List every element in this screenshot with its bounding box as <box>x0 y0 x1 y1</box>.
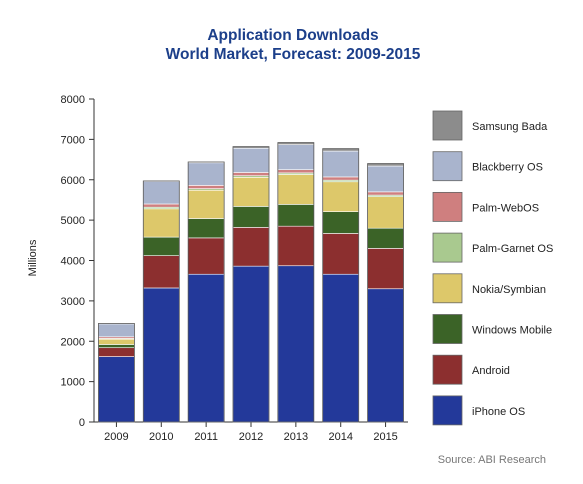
y-tick-label: 2000 <box>61 336 85 348</box>
bar-segment-palm-webos <box>277 169 315 174</box>
legend-label: Palm-WebOS <box>472 202 539 214</box>
x-tick-label: 2011 <box>194 431 218 443</box>
x-tick-label: 2010 <box>149 431 173 443</box>
bar-segment-nokia-symbian <box>367 196 404 229</box>
bar-segment-windows-mobile <box>98 344 135 349</box>
legend-swatch <box>432 354 463 385</box>
bar-outline <box>232 146 270 423</box>
bar-segment-iphone-os <box>367 288 404 423</box>
bar-segment-palm-webos <box>367 191 404 196</box>
x-tick-label: 2012 <box>239 431 263 443</box>
bar-outline <box>322 148 360 423</box>
bar-outline <box>142 180 180 423</box>
y-tick-label: 6000 <box>61 175 85 187</box>
bar-segment-windows-mobile <box>322 211 360 234</box>
bar-segment-blackberry-os <box>232 147 270 173</box>
bar-outline <box>367 163 404 423</box>
bar-segment-palm-webos <box>322 176 360 181</box>
legend-label: Android <box>472 365 510 377</box>
bar-segment-iphone-os <box>277 265 315 423</box>
bar-segment-windows-mobile <box>232 206 270 228</box>
bar-segment-iphone-os <box>142 287 180 423</box>
bar-segment-nokia-symbian <box>142 208 180 238</box>
bar-segment-windows-mobile <box>277 204 315 227</box>
bar-outline <box>98 323 135 423</box>
legend-label: Blackberry OS <box>472 162 543 174</box>
bar-segment-windows-mobile <box>367 227 404 249</box>
bar-segment-android <box>187 237 225 275</box>
bar-segment-blackberry-os <box>187 162 225 186</box>
bar-segment-android <box>322 233 360 275</box>
legend-label: Samsung Bada <box>472 121 548 133</box>
x-tick-label: 2013 <box>284 431 308 443</box>
bar-segment-windows-mobile <box>187 218 225 239</box>
legend-swatch <box>432 273 463 304</box>
y-tick-label: 3000 <box>61 296 85 308</box>
bar-outline <box>277 142 315 423</box>
y-tick-label: 4000 <box>61 256 85 268</box>
x-tick-label: 2014 <box>328 431 352 443</box>
bar-segment-nokia-symbian <box>277 174 315 205</box>
legend-swatch <box>432 314 463 344</box>
bar-segment-nokia-symbian <box>232 177 270 207</box>
legend: Samsung Bada Blackberry OS Palm-WebOS Palm-… <box>432 110 553 426</box>
bar-segment-iphone-os <box>187 273 225 423</box>
bar-segment-blackberry-os <box>142 181 180 205</box>
legend-swatch <box>432 232 463 263</box>
chart-subtitle: World Market, Forecast: 2009-2015 <box>166 46 421 63</box>
bar-segment-blackberry-os <box>367 165 404 193</box>
y-tick-label: 7000 <box>61 134 85 146</box>
source-note: Source: ABI Research <box>438 454 546 466</box>
legend-label: Nokia/Symbian <box>472 284 546 296</box>
y-tick-label: 1000 <box>61 377 85 389</box>
bar-segment-blackberry-os <box>277 144 315 170</box>
y-tick-label: 0 <box>79 417 85 429</box>
y-tick-label: 5000 <box>61 215 85 227</box>
x-tick-label: 2015 <box>373 431 397 443</box>
x-tick-label: 2009 <box>104 431 128 443</box>
bar-outline <box>187 161 225 423</box>
legend-swatch <box>432 191 463 222</box>
bar-segment-iphone-os <box>98 356 135 423</box>
bar-segment-android <box>367 248 404 290</box>
bar-segment-palm-webos <box>232 172 270 177</box>
legend-swatch <box>432 151 463 182</box>
bar-segment-nokia-symbian <box>322 181 360 212</box>
bar-segment-palm-webos <box>187 185 225 189</box>
legend-label: Windows Mobile <box>472 325 552 337</box>
chart-title: Application Downloads <box>207 27 378 44</box>
bar-segment-iphone-os <box>322 273 360 423</box>
bar-segment-android <box>277 225 315 267</box>
y-axis-label: Millions <box>27 239 39 276</box>
bar-segment-android <box>142 255 180 289</box>
bar-segment-android <box>98 347 135 357</box>
y-tick-label: 8000 <box>61 94 85 106</box>
bar-segment-palm-webos <box>142 203 180 208</box>
legend-swatch <box>432 110 463 141</box>
bar-segment-blackberry-os <box>322 150 360 178</box>
plot-area: 0 1000 2000 3000 4000 5000 6000 7000 8000 2009 201… <box>61 94 408 443</box>
legend-swatch <box>432 395 463 426</box>
bar-segment-nokia-symbian <box>187 189 225 219</box>
legend-label: Palm-Garnet OS <box>472 243 553 255</box>
bar-segment-windows-mobile <box>142 236 180 256</box>
bar-segment-blackberry-os <box>98 323 135 338</box>
bar-segment-iphone-os <box>232 265 270 423</box>
bar-segment-android <box>232 227 270 267</box>
bar-segment-nokia-symbian <box>98 338 135 345</box>
legend-label: iPhone OS <box>472 406 525 418</box>
